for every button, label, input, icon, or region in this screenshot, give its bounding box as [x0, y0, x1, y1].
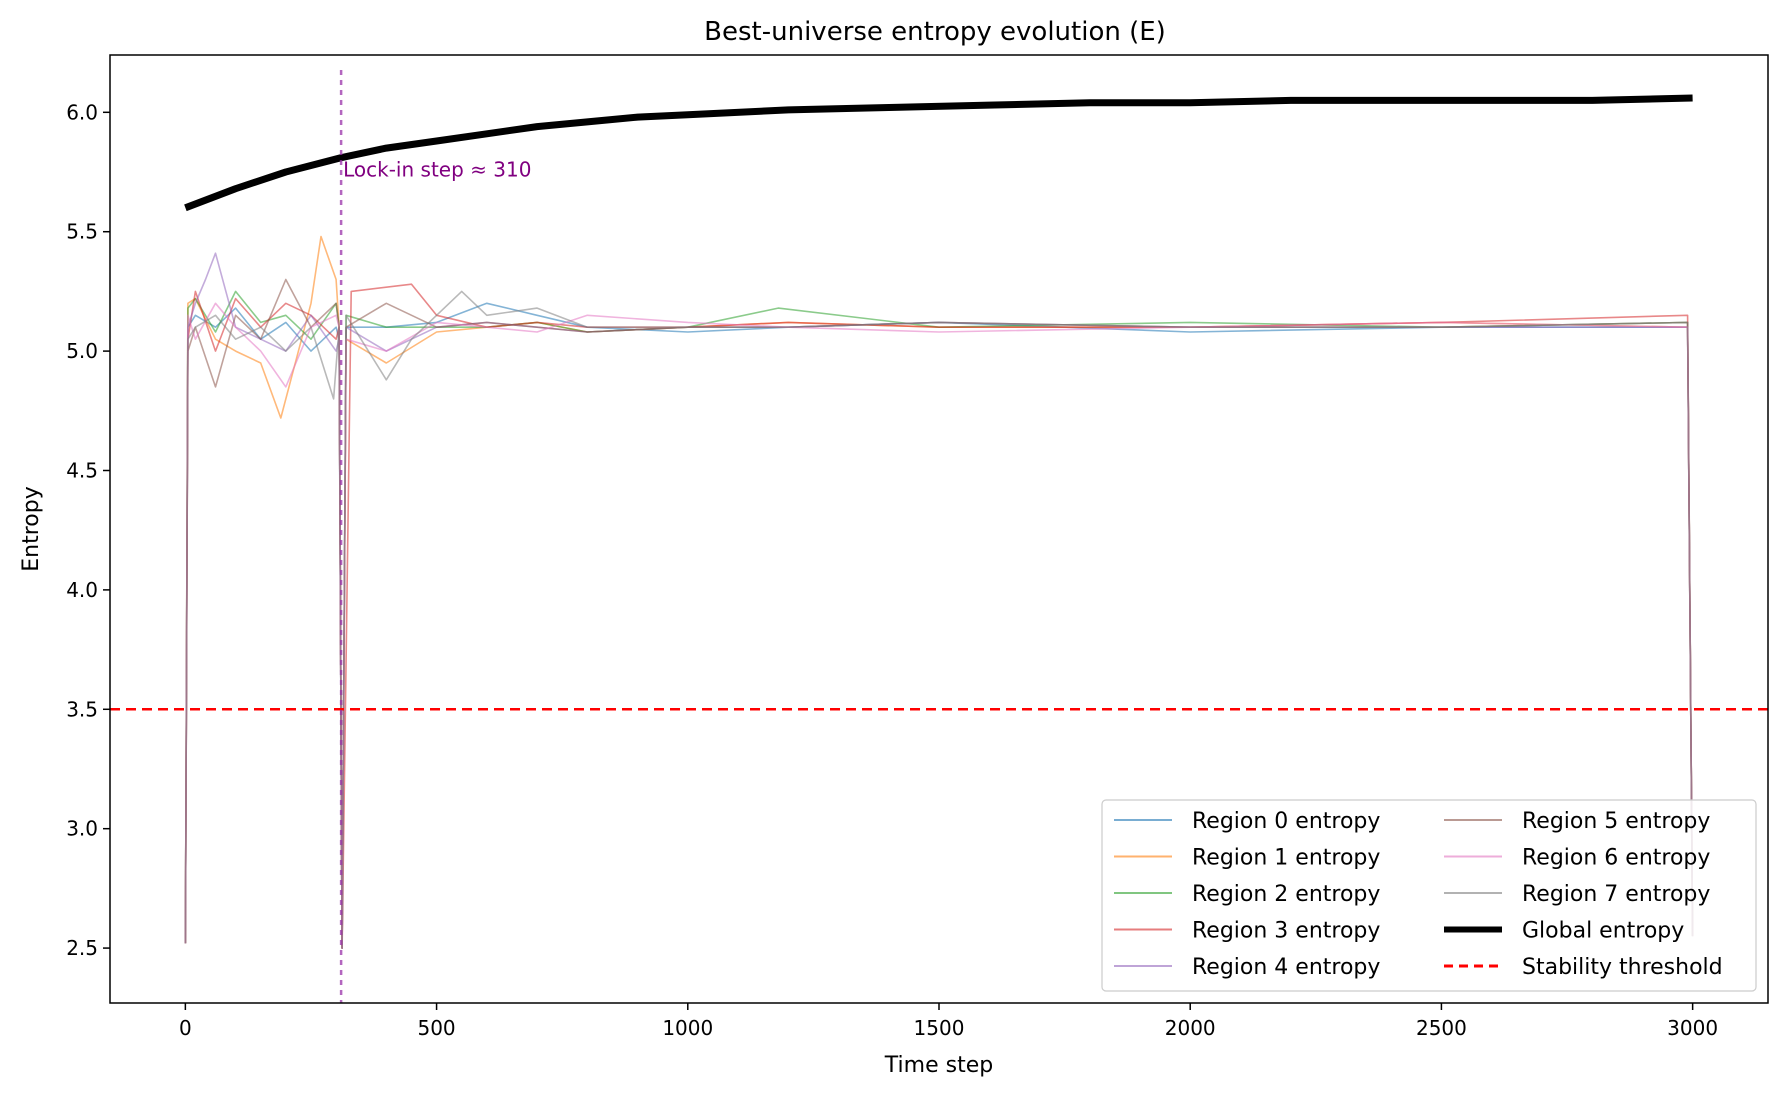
x-axis-title: Time step	[884, 1053, 993, 1078]
y-tick-label: 4.5	[66, 458, 98, 482]
legend-label-region-1-entropy: Region 1 entropy	[1192, 846, 1380, 871]
legend: Region 0 entropy Region 1 entropy Region 2…	[1101, 799, 1757, 992]
y-tick-label: 2.5	[66, 936, 98, 960]
y-axis-title: Entropy	[19, 486, 44, 571]
series-line-region-7-entropy	[184, 290, 1694, 949]
lock-in-annotation: Lock-in step ≈ 310	[343, 158, 531, 182]
legend-label-region-4-entropy: Region 4 entropy	[1192, 955, 1380, 980]
x-tick-label: 1500	[914, 1016, 965, 1040]
y-tick-label: 6.0	[66, 100, 98, 124]
x-tick-label: 2500	[1416, 1016, 1467, 1040]
series-line-global-entropy	[184, 94, 1693, 212]
legend-label-region-0-entropy: Region 0 entropy	[1192, 809, 1380, 834]
plot-area: Lock-in step ≈ 310	[110, 70, 1768, 1003]
x-tick-label: 1000	[662, 1016, 713, 1040]
legend-label-region-7-entropy: Region 7 entropy	[1522, 882, 1710, 907]
legend-label-global-entropy: Global entropy	[1522, 919, 1684, 944]
legend-label-region-3-entropy: Region 3 entropy	[1192, 919, 1380, 944]
y-tick-label: 3.5	[66, 697, 98, 721]
legend-label-region-5-entropy: Region 5 entropy	[1522, 809, 1710, 834]
y-tick-label: 5.0	[66, 339, 98, 363]
plot-layer	[110, 70, 1768, 1003]
legend-label-region-6-entropy: Region 6 entropy	[1522, 846, 1710, 871]
y-tick-label: 5.5	[66, 220, 98, 244]
legend-box	[1101, 799, 1757, 992]
y-tick-label: 3.0	[66, 817, 98, 841]
series-line-region-3-entropy	[184, 283, 1694, 949]
chart-title: Best-universe entropy evolution (E)	[704, 17, 1166, 47]
series-line-region-6-entropy	[184, 302, 1694, 949]
x-tick-label: 0	[179, 1016, 192, 1040]
legend-label-stability-threshold: Stability threshold	[1522, 955, 1723, 980]
x-axis: 0 500 1000 1500 2000 2500 3000	[179, 1003, 1718, 1040]
x-tick-label: 2000	[1165, 1016, 1216, 1040]
y-axis: 2.5 3.0 3.5 4.0 4.5 5.0 5.5 6.0	[66, 100, 110, 960]
y-tick-label: 4.0	[66, 578, 98, 602]
legend-label-region-2-entropy: Region 2 entropy	[1192, 882, 1380, 907]
x-tick-label: 3000	[1667, 1016, 1718, 1040]
x-tick-label: 500	[417, 1016, 455, 1040]
